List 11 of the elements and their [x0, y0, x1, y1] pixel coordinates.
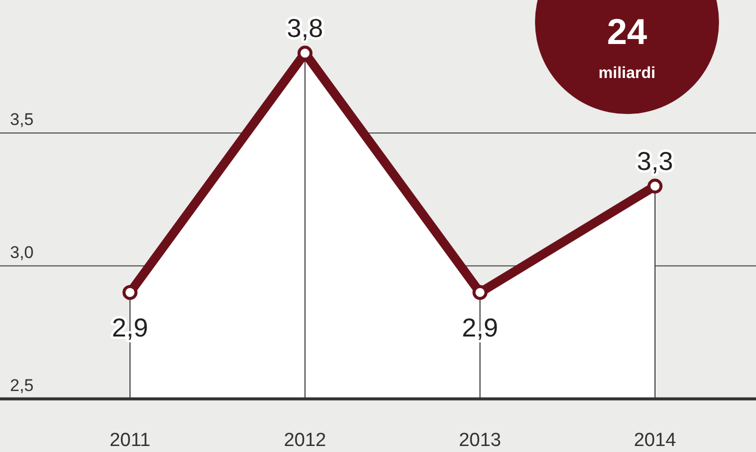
x-tick-label: 2014 [634, 430, 677, 451]
y-tick-label: 3,0 [10, 242, 34, 262]
y-tick-label: 3,5 [10, 110, 34, 129]
x-tick-label: 2013 [458, 430, 502, 451]
data-label: 3,8 [286, 13, 324, 44]
annotation: miliardi [598, 65, 656, 82]
x-tick-label: 2011 [110, 430, 150, 451]
annotation: 24 [606, 11, 648, 52]
data-label: 3,3 [636, 146, 674, 176]
x-tick-label: 2012 [284, 430, 326, 451]
y-tick-label: 2,5 [10, 376, 34, 395]
